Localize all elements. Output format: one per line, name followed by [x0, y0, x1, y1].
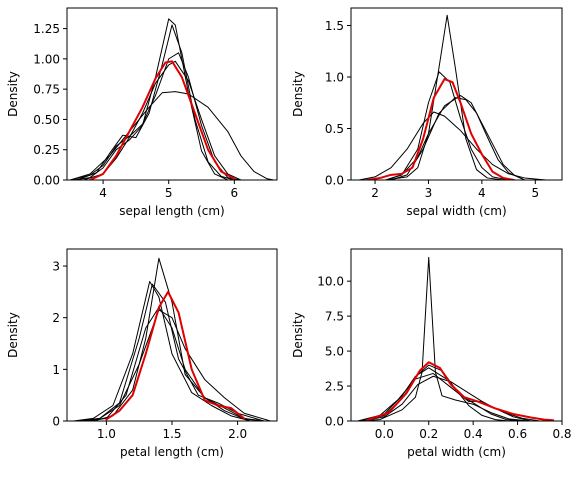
y-tick-label: 0.25: [33, 143, 60, 157]
y-tick-label: 10.0: [317, 275, 344, 289]
density-line: [358, 111, 547, 180]
density-line: [82, 60, 242, 180]
mean-density-line: [88, 60, 236, 180]
y-tick-label: 0.00: [33, 174, 60, 188]
x-tick-label: 5: [531, 186, 539, 200]
y-axis-label: Density: [6, 71, 20, 117]
x-tick-label: 6: [231, 186, 239, 200]
x-tick-label: 2: [371, 186, 379, 200]
y-tick-label: 1: [52, 363, 60, 377]
y-tick-label: 0.0: [325, 174, 344, 188]
axes-frame: [350, 248, 563, 422]
subplot-petal-length: 1.0 1.5 2.0 0 1 2 3 petal length (cm) Density: [6, 248, 278, 459]
y-tick-label: 0.5: [325, 122, 344, 136]
density-line: [79, 309, 271, 421]
y-axis-label: Density: [6, 312, 20, 358]
mean-density-line: [365, 361, 555, 421]
x-tick-label: 0.4: [464, 427, 483, 441]
mean-density-line: [105, 290, 246, 421]
x-tick-label: 4: [99, 186, 107, 200]
density-line: [73, 281, 252, 421]
density-line: [361, 375, 541, 421]
density-line: [92, 257, 265, 421]
x-tick-label: 0.6: [508, 427, 527, 441]
subplot-sepal-length: 4 5 6 0.00 0.25 0.50 0.75 1.00 1.25 sepal length …: [6, 7, 278, 218]
x-tick-label: 4: [478, 186, 486, 200]
axes-frame: [66, 7, 278, 181]
y-tick-label: 3: [52, 260, 60, 274]
x-axis-label: petal width (cm): [407, 445, 506, 459]
x-axis-label: sepal length (cm): [119, 204, 224, 218]
y-tick-label: 2: [52, 311, 60, 325]
y-tick-label: 7.5: [325, 310, 344, 324]
x-axis-label: petal length (cm): [120, 445, 224, 459]
x-tick-label: 2.0: [228, 427, 247, 441]
x-tick-label: 5: [165, 186, 173, 200]
density-line: [385, 14, 504, 180]
density-line: [69, 91, 275, 180]
y-axis-label: Density: [291, 71, 305, 117]
subplot-petal-width: 0.0 0.2 0.4 0.6 0.8 0.0 2.5 5.0 7.5 10.0 petal wid…: [291, 248, 572, 459]
x-tick-label: 0.0: [375, 427, 394, 441]
x-tick-label: 1.0: [97, 427, 116, 441]
y-tick-label: 2.5: [325, 380, 344, 394]
series-group: [73, 257, 271, 421]
y-axis-label: Density: [291, 312, 305, 358]
x-tick-label: 1.5: [162, 427, 181, 441]
series-group: [358, 14, 547, 180]
axes-frame: [350, 7, 563, 181]
y-tick-label: 5.0: [325, 345, 344, 359]
density-line: [76, 24, 235, 180]
y-tick-label: 1.0: [325, 71, 344, 85]
mean-density-line: [366, 78, 515, 180]
y-tick-label: 0: [52, 415, 60, 429]
x-tick-label: 0.8: [552, 427, 571, 441]
x-tick-label: 3: [425, 186, 433, 200]
y-tick-label: 0.0: [325, 415, 344, 429]
density-line: [390, 97, 526, 180]
y-tick-label: 1.5: [325, 19, 344, 33]
subplot-sepal-width: 2 3 4 5 0.0 0.5 1.0 1.5 sepal width (cm) Density: [291, 7, 563, 218]
density-line: [86, 306, 265, 421]
y-tick-label: 0.75: [33, 83, 60, 97]
x-tick-label: 0.2: [419, 427, 438, 441]
series-group: [357, 256, 555, 421]
series-group: [69, 18, 275, 180]
y-tick-label: 1.00: [33, 52, 60, 66]
y-tick-label: 0.50: [33, 113, 60, 127]
x-axis-label: sepal width (cm): [406, 204, 506, 218]
y-tick-label: 1.25: [33, 22, 60, 36]
